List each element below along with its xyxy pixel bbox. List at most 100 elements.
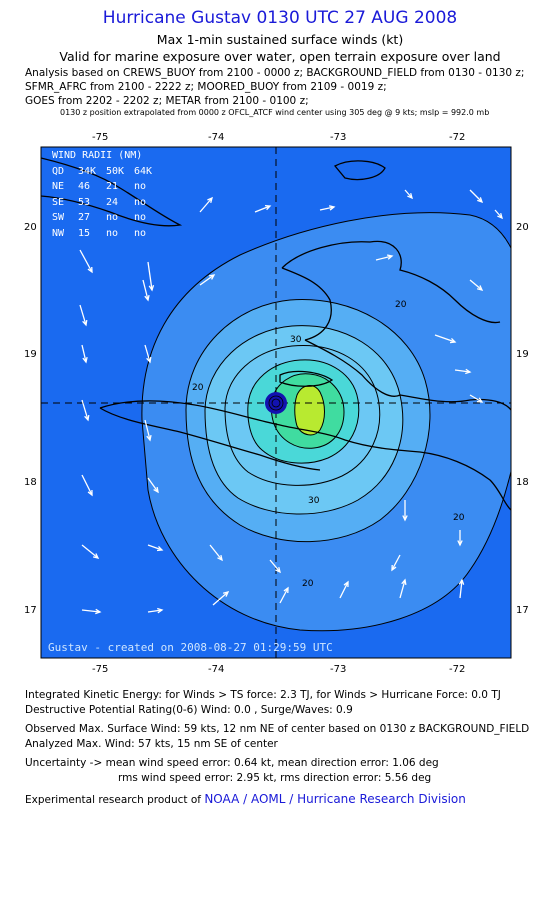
- wind-radii-title: WIND RADII (NM): [52, 150, 143, 161]
- wind-arrow: [81, 609, 101, 613]
- lat-tick-left: 18: [24, 477, 37, 488]
- wind-arrow-head: [157, 607, 164, 614]
- wind-arrow-head: [401, 578, 407, 586]
- wind-radii-header: QD 34K 50K 64K: [52, 165, 153, 177]
- wind-arrow-head: [84, 414, 90, 422]
- wind-arrow: [319, 206, 335, 211]
- hispaniola-north-coast: [281, 240, 501, 341]
- wind-vectors: [79, 189, 503, 615]
- dpr-line: Destructive Potential Rating(0-6) Wind: …: [25, 704, 353, 716]
- wind-arrow: [212, 591, 229, 606]
- wind-arrow: [199, 197, 213, 213]
- wind-arrow: [469, 189, 483, 203]
- wind-arrow: [147, 544, 163, 551]
- wind-arrow: [454, 369, 471, 373]
- contour-label: 20: [453, 513, 465, 523]
- wind-arrow-head: [343, 580, 349, 588]
- wind-arrow-head: [457, 540, 463, 547]
- wind-arrow-head: [476, 397, 484, 403]
- lat-tick-right: 19: [516, 349, 529, 360]
- wind-arrow: [147, 261, 153, 291]
- contour-label: 30: [290, 335, 302, 345]
- wind-arrow-head: [144, 294, 150, 302]
- wind-arrow-head: [458, 578, 465, 585]
- inagua-coast: [333, 160, 386, 181]
- wind-arrow: [254, 205, 271, 213]
- wind-arrow-head: [217, 554, 223, 562]
- map-subtitle: Max 1-min sustained surface winds (kt): [156, 32, 404, 47]
- wind-radii-row-sw: SW 27 no no: [52, 212, 147, 223]
- uncertainty-line-2: rms wind speed error: 2.95 kt, rms direc…: [118, 772, 432, 784]
- uncertainty-line-1: Uncertainty -> mean wind speed error: 0.…: [25, 757, 439, 769]
- wind-arrow-head: [391, 564, 397, 572]
- wind-arrow: [494, 209, 503, 219]
- wind-arrow: [81, 544, 99, 559]
- wind-arrow-head: [146, 434, 152, 442]
- gonave-gulf: [304, 339, 511, 411]
- lon-tick-top: -74: [208, 132, 225, 143]
- wind-arrow: [81, 474, 93, 496]
- wind-arrow-head: [223, 591, 230, 597]
- hrd-link[interactable]: NOAA / AOML / Hurricane Research Divisio…: [204, 792, 466, 806]
- wind-arrow-head: [153, 486, 159, 494]
- wind-radii-table: WIND RADII (NM) QD 34K 50K 64K NE 46 21 no SE 5…: [52, 148, 162, 241]
- storm-center-marker: [265, 392, 287, 414]
- wind-arrow-head: [264, 205, 272, 211]
- wind-arrow: [147, 477, 159, 493]
- wind-arrow: [269, 559, 281, 573]
- wind-arrow-head: [95, 608, 102, 615]
- observed-max-line: Observed Max. Surface Wind: 59 kts, 12 n…: [25, 723, 530, 735]
- wind-arrow-head: [465, 368, 472, 375]
- wind-arrow: [147, 609, 163, 613]
- gonave-island: [279, 370, 334, 387]
- lon-tick-bottom: -73: [330, 664, 347, 675]
- map-title: Hurricane Gustav 0130 UTC 27 AUG 2008: [102, 8, 458, 28]
- contour-label: 20: [192, 383, 204, 393]
- wind-arrow-head: [82, 319, 88, 327]
- wind-arrow-head: [87, 489, 93, 497]
- ike-line: Integrated Kinetic Energy: for Winds > T…: [25, 689, 501, 701]
- wind-radii-row-nw: NW 15 no no: [52, 227, 147, 239]
- wind-arrow: [199, 274, 215, 286]
- wind-radii-row-se: SE 53 24 no: [52, 196, 147, 208]
- wind-arrow: [79, 304, 87, 326]
- lon-tick-bottom: -72: [449, 664, 466, 675]
- lat-tick-left: 20: [24, 222, 37, 233]
- wind-arrow-head: [328, 205, 336, 211]
- wind-arrow: [469, 394, 483, 403]
- wind-arrow-head: [449, 338, 457, 344]
- wind-arrow: [404, 189, 413, 199]
- wind-arrow-head: [402, 515, 408, 522]
- position-note: 0130 z position extrapolated from 0000 z…: [60, 108, 490, 117]
- wind-arrow-head: [148, 285, 155, 292]
- product-prefix: Experimental research product of: [25, 794, 205, 806]
- wind-arrow: [142, 279, 149, 301]
- contour-label: 20: [395, 300, 407, 310]
- wind-arrow-head: [283, 586, 289, 594]
- lat-tick-right: 18: [516, 477, 529, 488]
- wind-arrow: [81, 344, 87, 363]
- cuba-coast: [41, 157, 183, 227]
- valid-note: Valid for marine exposure over water, op…: [59, 49, 501, 64]
- contour-55kt: [294, 385, 325, 435]
- analysis-line-1: Analysis based on CREWS_BUOY from 2100 -…: [25, 67, 525, 79]
- contour-label-group: 20 30 20 30 20 20: [192, 300, 465, 589]
- analysis-line-3: GOES from 2202 - 2202 z; METAR from 2100…: [25, 95, 309, 107]
- wind-arrow: [391, 554, 401, 571]
- wind-arrow: [459, 579, 463, 599]
- lat-tick-left: 19: [24, 349, 37, 360]
- wind-arrow-head: [208, 274, 216, 280]
- lon-tick-bottom: -75: [92, 664, 109, 675]
- lon-tick-top: -72: [449, 132, 466, 143]
- wind-arrow: [434, 334, 456, 343]
- wind-arrow-head: [146, 356, 152, 364]
- analysis-line-2: SFMR_AFRC from 2100 - 2222 z; MOORED_BUO…: [25, 81, 387, 93]
- wind-arrow-head: [476, 285, 484, 291]
- wind-arrow: [279, 587, 289, 604]
- map-frame: [40, 146, 512, 659]
- contour-lines: [141, 212, 511, 632]
- wind-arrow: [81, 399, 89, 421]
- coastlines: [41, 157, 511, 511]
- wind-arrow-head: [207, 196, 213, 204]
